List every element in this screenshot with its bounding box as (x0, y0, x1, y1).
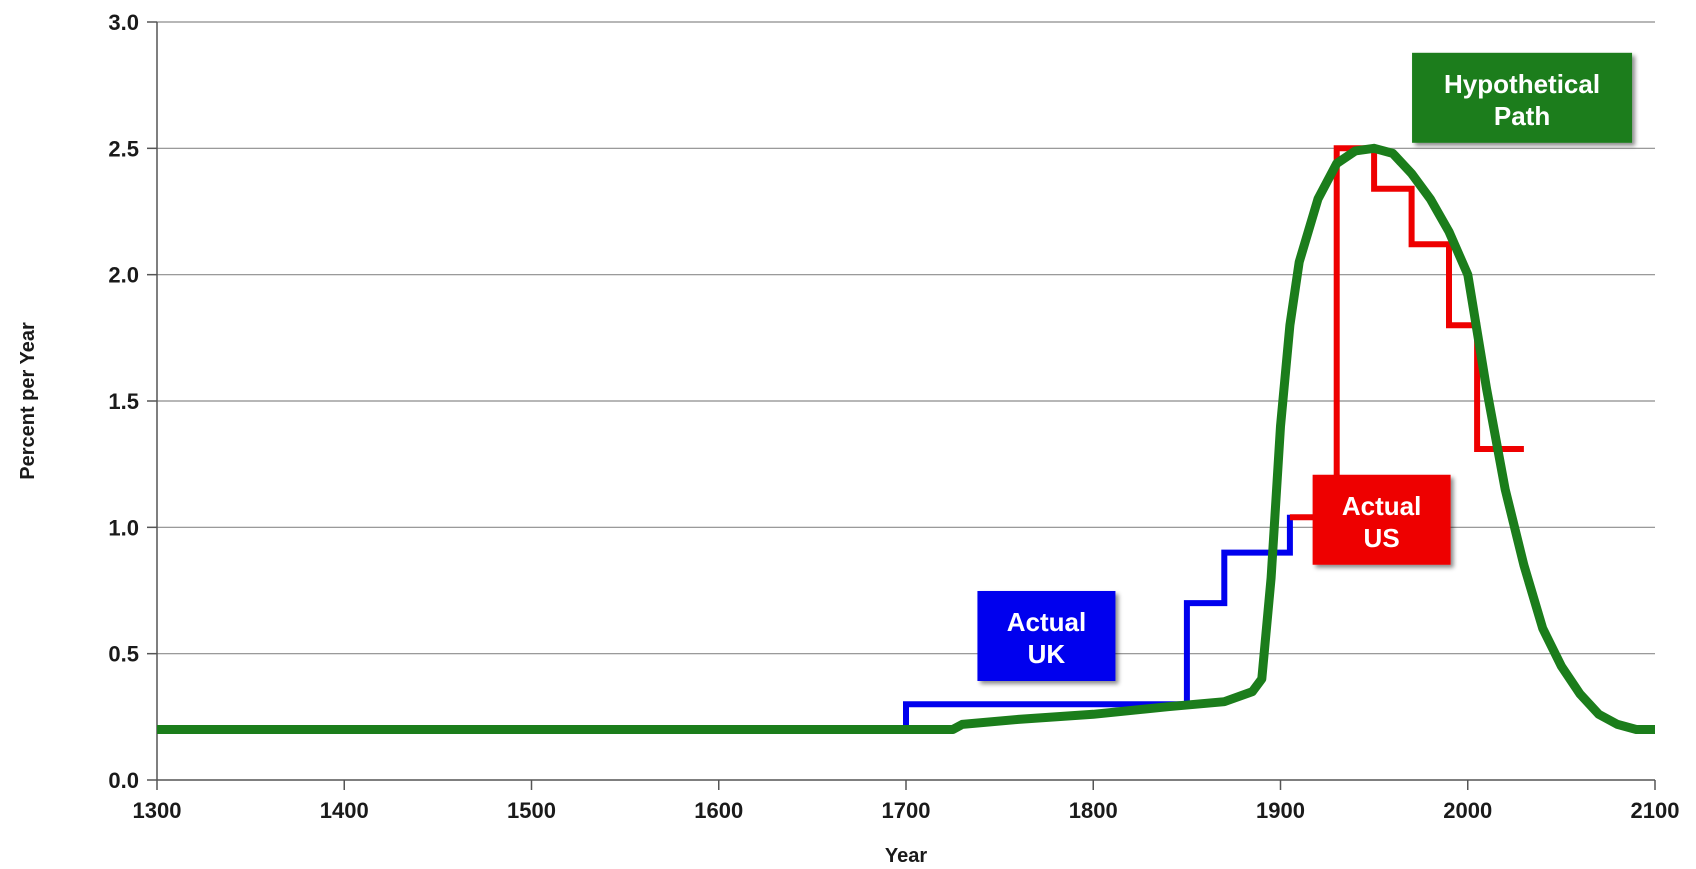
y-tick-label: 0.5 (108, 642, 139, 667)
x-tick-label: 1300 (133, 798, 182, 823)
annotation-text: Hypothetical (1444, 69, 1600, 99)
x-tick-label: 2100 (1631, 798, 1680, 823)
y-axis-title: Percent per Year (17, 322, 39, 480)
y-tick-labels: 0.0 0.5 1.0 1.5 2.0 2.5 3.0 (108, 10, 139, 793)
annotation-box (977, 590, 1116, 681)
x-tick-label: 1800 (1069, 798, 1118, 823)
annotation-box (1312, 474, 1451, 565)
y-tick-label: 3.0 (108, 10, 139, 35)
x-tick-label: 1600 (694, 798, 743, 823)
series-line-0 (157, 514, 1293, 733)
y-tick-label: 1.0 (108, 515, 139, 540)
annotation-text: UK (1028, 639, 1066, 669)
series-line-1 (1289, 145, 1524, 521)
x-tick-label: 1700 (882, 798, 931, 823)
y-tick-label: 1.5 (108, 389, 139, 414)
annotation-text: Actual (1342, 491, 1421, 521)
x-tick-label: 1400 (320, 798, 369, 823)
series-lines (157, 143, 1655, 734)
x-axis-title: Year (885, 845, 927, 867)
x-tick-label: 1900 (1256, 798, 1305, 823)
x-tick-label: 1500 (507, 798, 556, 823)
x-tick-labels: 1300 1400 1500 1600 1700 1800 1900 2000 2100 (133, 780, 1680, 823)
y-tick-label: 0.0 (108, 768, 139, 793)
series-line-2 (157, 143, 1655, 734)
annotation-text: Path (1494, 101, 1550, 131)
annotation-text: Actual (1007, 607, 1086, 637)
annotation-text: US (1364, 523, 1400, 553)
annotation-box (1412, 52, 1633, 143)
y-tick-label: 2.5 (108, 136, 139, 161)
y-tick-label: 2.0 (108, 263, 139, 288)
x-tick-label: 2000 (1443, 798, 1492, 823)
